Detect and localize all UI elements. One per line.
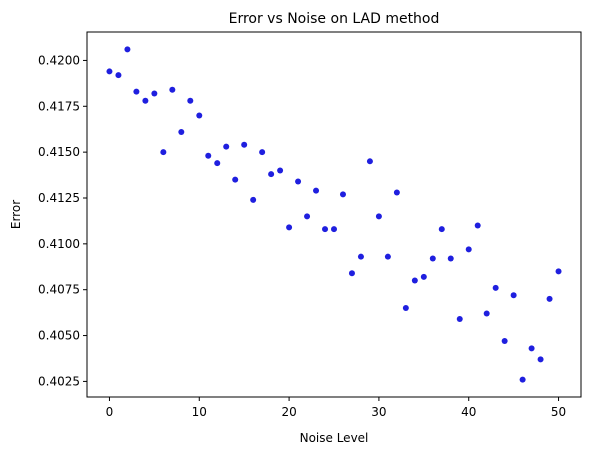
scatter-point xyxy=(178,128,185,135)
scatter-point xyxy=(286,224,293,231)
scatter-point xyxy=(169,86,176,93)
y-tick-label: 0.4050 xyxy=(38,329,80,343)
y-tick-label: 0.4100 xyxy=(38,237,80,251)
y-tick-label: 0.4025 xyxy=(38,374,80,388)
scatter-point xyxy=(196,112,203,119)
scatter-point xyxy=(205,152,212,159)
scatter-point xyxy=(339,191,346,198)
chart-title: Error vs Noise on LAD method xyxy=(229,11,440,27)
y-axis-label: Error xyxy=(9,200,23,229)
scatter-point xyxy=(106,68,113,75)
scatter-point xyxy=(429,255,436,262)
scatter-point xyxy=(277,167,284,174)
scatter-point xyxy=(322,226,329,233)
scatter-point xyxy=(519,376,526,383)
scatter-point xyxy=(438,226,445,233)
x-tick-label: 10 xyxy=(192,405,207,419)
scatter-point xyxy=(384,253,391,260)
scatter-points xyxy=(106,46,562,383)
y-tick-label: 0.4200 xyxy=(38,53,80,67)
scatter-point xyxy=(268,171,275,178)
scatter-point xyxy=(357,253,364,260)
scatter-point xyxy=(456,316,463,323)
scatter-point xyxy=(124,46,131,53)
scatter-point xyxy=(232,176,239,183)
scatter-point xyxy=(402,305,409,312)
scatter-point xyxy=(304,213,311,220)
scatter-point xyxy=(348,270,355,277)
scatter-point xyxy=(250,196,257,203)
scatter-point xyxy=(115,72,122,79)
scatter-point xyxy=(393,189,400,196)
scatter-point xyxy=(555,268,562,275)
scatter-point xyxy=(295,178,302,185)
scatter-point xyxy=(259,149,266,156)
scatter-point xyxy=(160,149,167,156)
y-tick-label: 0.4125 xyxy=(38,191,80,205)
scatter-point xyxy=(483,310,490,317)
x-tick-label: 20 xyxy=(281,405,296,419)
x-tick-label: 40 xyxy=(461,405,476,419)
x-axis-ticks: 0 10 20 30 40 50 xyxy=(106,397,566,419)
x-tick-label: 50 xyxy=(551,405,566,419)
scatter-point xyxy=(537,356,544,363)
scatter-point xyxy=(142,97,149,104)
scatter-point xyxy=(366,158,373,165)
scatter-point xyxy=(223,143,230,150)
scatter-point xyxy=(411,277,418,284)
scatter-point xyxy=(492,284,499,291)
scatter-point xyxy=(331,226,337,233)
plot-frame xyxy=(86,31,582,398)
scatter-point xyxy=(528,345,535,352)
scatter-point xyxy=(546,295,553,302)
scatter-point xyxy=(510,292,517,299)
scatter-point xyxy=(241,141,248,148)
y-tick-label: 0.4175 xyxy=(38,99,80,113)
x-axis-label: Noise Level xyxy=(300,431,369,445)
scatter-point xyxy=(474,222,481,229)
scatter-point xyxy=(214,160,221,167)
scatter-point xyxy=(465,246,472,253)
scatter-point xyxy=(187,97,194,104)
scatter-point xyxy=(313,187,320,194)
scatter-point xyxy=(447,255,454,262)
scatter-point xyxy=(151,90,158,97)
y-tick-label: 0.4075 xyxy=(38,283,80,297)
scatter-point xyxy=(133,88,140,95)
y-axis-ticks: 0.4025 0.4050 0.4075 0.4100 0.4125 0.4150 0.41… xyxy=(38,53,87,388)
scatter-point xyxy=(420,273,427,280)
scatter-point xyxy=(501,338,508,345)
y-tick-label: 0.4150 xyxy=(38,145,80,159)
scatter-point xyxy=(375,213,382,220)
x-tick-label: 0 xyxy=(106,405,114,419)
x-tick-label: 30 xyxy=(371,405,386,419)
